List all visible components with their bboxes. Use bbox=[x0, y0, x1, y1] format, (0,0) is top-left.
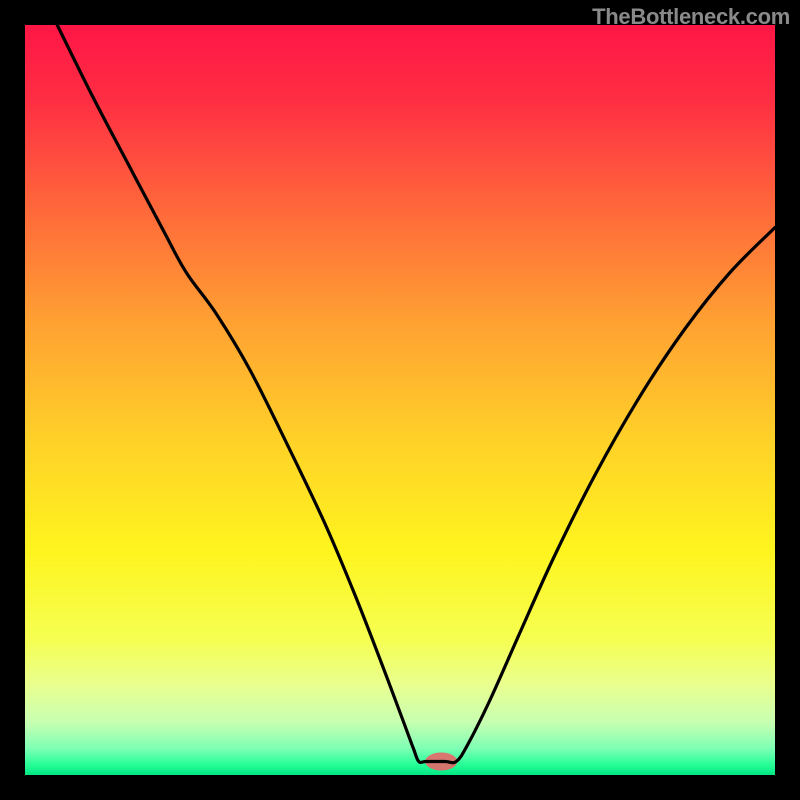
bottleneck-chart bbox=[0, 0, 800, 800]
chart-background bbox=[25, 25, 775, 775]
chart-container: TheBottleneck.com bbox=[0, 0, 800, 800]
watermark-text: TheBottleneck.com bbox=[592, 4, 790, 30]
